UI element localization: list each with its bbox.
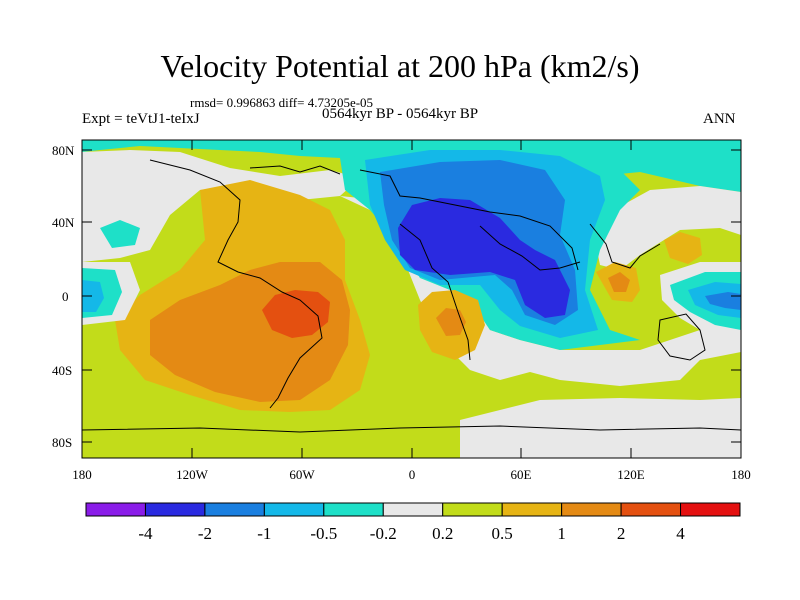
contour-band-south-neutral <box>460 398 741 458</box>
colorbar-label: 1 <box>557 524 566 543</box>
colorbar-swatch <box>263 502 325 517</box>
colorbar-swatch <box>323 502 384 517</box>
colorbar-swatch <box>620 502 682 517</box>
contour-band-americas-red <box>262 290 330 338</box>
lat-tick-label: 40S <box>52 363 72 378</box>
colorbar-swatch <box>204 502 265 517</box>
period-label: 0564kyr BP - 0564kyr BP <box>322 106 479 122</box>
colorbar: -4 -2 -1 -0.5 -0.2 0.2 0.5 1 2 4 <box>85 502 741 543</box>
colorbar-label: -0.2 <box>370 524 397 543</box>
colorbar-label: -2 <box>198 524 212 543</box>
contour-band-africa-darkorange <box>436 308 466 336</box>
colorbar-swatch <box>561 502 622 517</box>
lat-tick-label: 40N <box>52 215 75 230</box>
lon-tick-label: 120W <box>176 467 209 482</box>
colorbar-label: 0.5 <box>492 524 513 543</box>
contour-band-north-cyan <box>82 140 741 192</box>
experiment-label: Expt = teVtJ1-teIxJ <box>82 111 200 127</box>
contour-band-maritime-darkorange <box>608 272 630 292</box>
colorbar-swatch <box>680 502 741 517</box>
lon-tick-label: 60E <box>511 467 532 482</box>
colorbar-label: 4 <box>676 524 685 543</box>
coastlines <box>82 159 741 433</box>
contour-field <box>82 140 741 458</box>
colorbar-swatch <box>382 502 444 517</box>
season-label: ANN <box>703 111 736 127</box>
lon-tick-label: 180 <box>731 467 751 482</box>
lat-tick-label: 0 <box>62 289 69 304</box>
lat-tick-label: 80S <box>52 435 72 450</box>
contour-band-asia-neutral <box>595 186 741 270</box>
lon-tick-label: 60W <box>289 467 315 482</box>
contour-band-north-neutral <box>82 150 360 262</box>
lon-tick-label: 180 <box>72 467 92 482</box>
colorbar-swatch <box>144 502 206 517</box>
colorbar-swatch <box>501 502 563 517</box>
contour-band-west-lightblue <box>82 280 104 312</box>
tick-marks <box>81 140 742 458</box>
contour-band-npac-cyan <box>100 220 140 248</box>
colorbar-swatch <box>442 502 503 517</box>
colorbar-label: 2 <box>617 524 626 543</box>
stats-text: rmsd= 0.996863 diff= 4.73205e-05 <box>190 95 374 110</box>
contour-band-eurasia-darkblue <box>398 198 570 318</box>
colorbar-label: -4 <box>138 524 153 543</box>
lat-tick-label: 80N <box>52 143 75 158</box>
colorbar-label: -0.5 <box>310 524 337 543</box>
colorbar-swatch <box>85 502 146 517</box>
colorbar-label: 0.2 <box>432 524 453 543</box>
colorbar-label: -1 <box>257 524 271 543</box>
page-title: Velocity Potential at 200 hPa (km2/s) <box>160 48 640 84</box>
lon-tick-label: 120E <box>617 467 645 482</box>
lon-tick-label: 0 <box>409 467 416 482</box>
contour-band-nw-pacific-orange <box>664 232 702 264</box>
